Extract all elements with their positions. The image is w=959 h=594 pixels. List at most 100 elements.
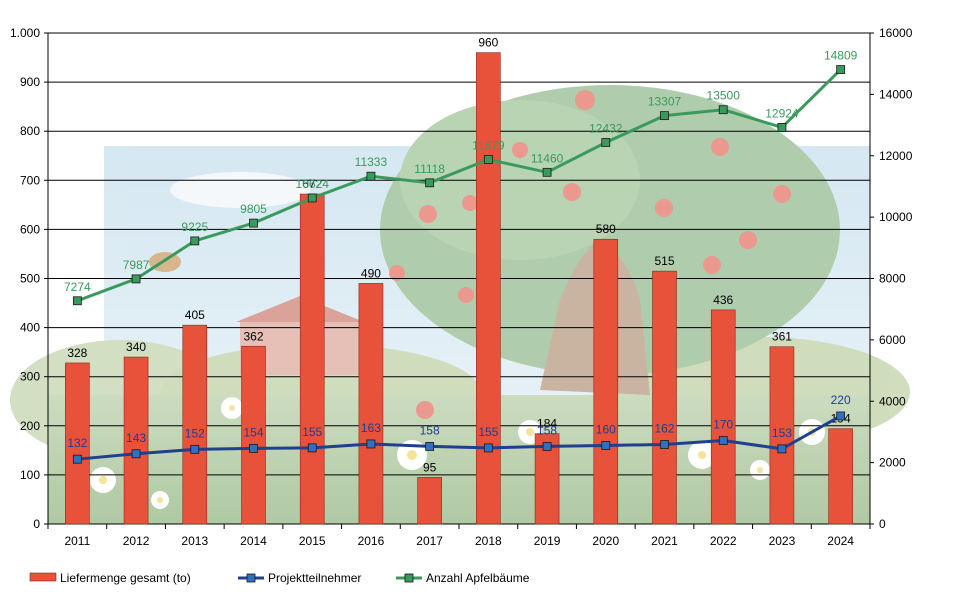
participant-marker — [718, 436, 728, 445]
participant-value-label: 132 — [67, 436, 87, 450]
y-right-tick-label: 16000 — [879, 26, 913, 40]
cloud — [170, 172, 310, 208]
bar-value-label: 340 — [126, 340, 146, 354]
daisy-centers — [99, 405, 816, 503]
bar-value-label: 580 — [596, 222, 616, 236]
legend-swatch-tree-marker — [404, 573, 414, 583]
participant-value-label: 163 — [361, 421, 381, 435]
bar — [123, 356, 149, 525]
participant-marker — [601, 441, 611, 450]
participant-marker — [483, 443, 493, 453]
legend-label-participant: Projektteilnehmer — [268, 571, 361, 585]
participant-value-label: 220 — [831, 393, 851, 407]
y-left-tick-label: 900 — [20, 75, 40, 89]
tree-value-label: 9225 — [181, 220, 208, 234]
y-right-tick-label: 12000 — [879, 149, 913, 163]
bar — [182, 324, 208, 525]
tree-marker — [249, 218, 258, 228]
tree-value-label: 11879 — [472, 138, 505, 152]
participant-value-label: 152 — [185, 426, 205, 440]
participant-value-label: 155 — [478, 425, 498, 439]
participant-value-label: 143 — [126, 431, 146, 445]
x-tick-label: 2015 — [299, 534, 326, 548]
participant-line — [77, 414, 842, 461]
bar-value-label: 328 — [67, 346, 87, 360]
tree-marker — [542, 167, 552, 177]
y-left-tick-label: 200 — [20, 419, 40, 433]
participant-marker — [660, 440, 669, 449]
y-right-tick-label: 6000 — [879, 333, 906, 347]
participant-marker — [131, 449, 141, 459]
tree-marker — [190, 236, 200, 246]
x-tick-label: 2021 — [651, 534, 678, 548]
tree-value-label: 11333 — [355, 155, 388, 169]
bar-value-label: 95 — [423, 460, 437, 474]
participant-marker — [777, 444, 787, 454]
bar — [769, 346, 795, 525]
y-left-tick-label: 300 — [20, 370, 40, 384]
bar-value-label: 184 — [537, 417, 557, 431]
tree-marker — [601, 138, 611, 147]
x-tick-label: 2017 — [416, 534, 443, 548]
bar — [358, 283, 384, 525]
tree-marker — [718, 105, 728, 115]
x-tick-label: 2022 — [710, 534, 737, 548]
tree-marker — [425, 178, 435, 188]
participant-marker — [425, 442, 435, 451]
tree-value-label: 12924 — [765, 106, 799, 120]
participant-value-label: 158 — [537, 423, 557, 437]
tree-marker — [72, 296, 82, 306]
y-left-tick-label: 0 — [33, 517, 40, 531]
y-right-tick-label: 14000 — [879, 87, 913, 101]
y-right-tick-label: 2000 — [879, 456, 906, 470]
legend-swatch-bar — [29, 572, 57, 582]
legend: Liefermenge gesamt (to) Projektteilnehmer… — [29, 571, 530, 585]
tree-value-label: 11460 — [531, 151, 564, 165]
legend-label-bar: Liefermenge gesamt (to) — [60, 571, 191, 585]
tree-marker — [366, 171, 376, 181]
y-left-tick-label: 700 — [20, 173, 40, 187]
participant-value-label: 170 — [713, 418, 733, 432]
bar-value-label: 405 — [185, 308, 205, 322]
legend-swatch-participant-marker — [246, 573, 256, 583]
bar — [593, 238, 619, 525]
x-tick-label: 2014 — [240, 534, 267, 548]
x-tick-label: 2018 — [475, 534, 502, 548]
tree-value-label: 10624 — [296, 177, 330, 191]
bar-value-label: 436 — [713, 293, 733, 307]
tree-marker — [777, 122, 787, 132]
tree-value-label: 13307 — [648, 95, 682, 109]
bar — [299, 193, 325, 525]
bar-series — [65, 52, 853, 525]
y-left-tick-label: 600 — [20, 222, 40, 236]
tick-labels: 0 100 200 300 400 500 600 700 800 900 1.000 0 2000 40… — [10, 26, 913, 548]
tree-value-label: 9805 — [240, 202, 267, 216]
tree-value-label: 13500 — [707, 89, 741, 103]
x-tick-label: 2012 — [123, 534, 150, 548]
x-tick-label: 2020 — [592, 534, 619, 548]
x-tick-label: 2016 — [358, 534, 385, 548]
participant-value-label: 154 — [243, 425, 263, 439]
bar — [828, 428, 853, 525]
tree-value-label: 14809 — [824, 49, 858, 63]
y-right-tick-label: 4000 — [879, 394, 906, 408]
participant-marker — [190, 444, 200, 454]
apples — [389, 90, 791, 419]
participant-value-label: 160 — [596, 422, 616, 436]
y-left-tick-label: 1.000 — [10, 26, 40, 40]
y-right-tick-label: 10000 — [879, 210, 913, 224]
bar-value-label: 490 — [361, 266, 381, 280]
y-right-tick-label: 0 — [879, 517, 886, 531]
participant-marker — [836, 411, 846, 421]
tree-line — [76, 68, 842, 303]
tree-value-label: 11118 — [414, 162, 445, 176]
participant-value-label: 153 — [772, 426, 792, 440]
x-tick-label: 2019 — [534, 534, 561, 548]
participant-marker — [366, 439, 376, 449]
x-tick-label: 2023 — [769, 534, 796, 548]
y-left-tick-label: 400 — [20, 321, 40, 335]
bar-value-label: 672 — [302, 177, 322, 191]
bar — [417, 477, 442, 525]
tree-marker — [660, 111, 669, 121]
